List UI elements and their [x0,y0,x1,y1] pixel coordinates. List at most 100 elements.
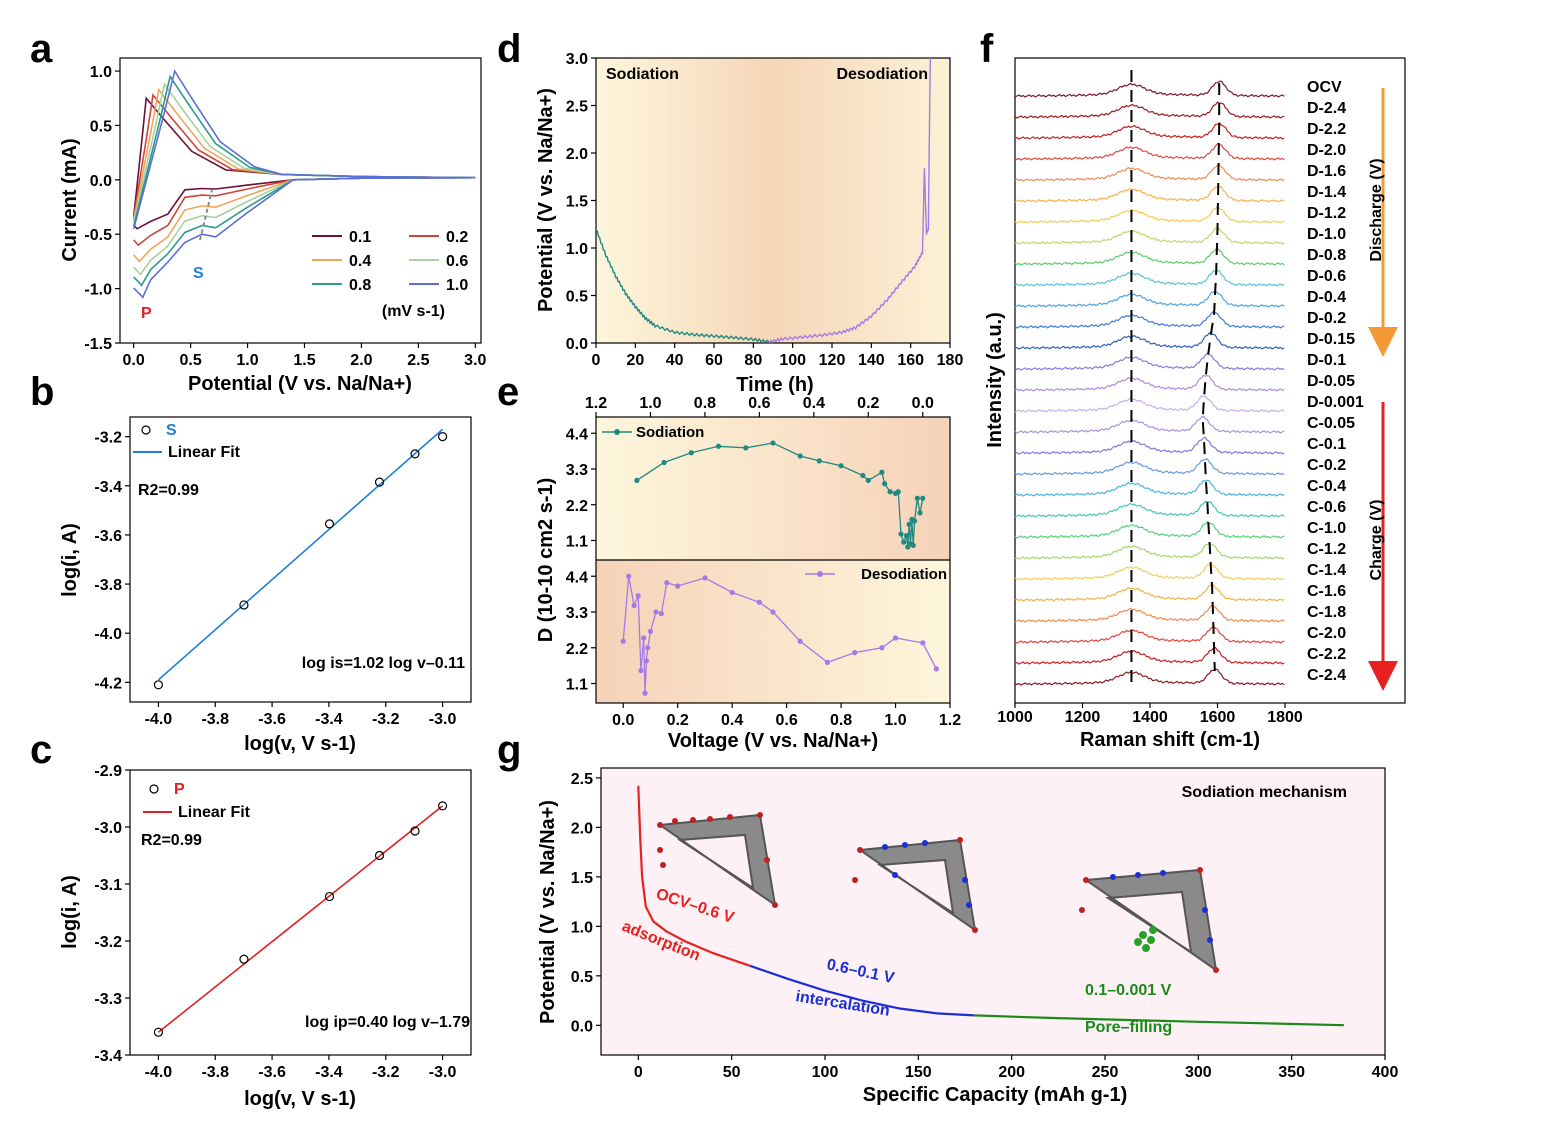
raman-spectrum-D-0.8 [1014,247,1285,266]
raman-spectrum-D-2.4 [1014,101,1285,119]
x-tick-label: 0.5 [179,352,201,369]
diffusion-point-desodiation [892,635,899,641]
panel-label-d: d [497,27,521,71]
diffusion-point-sodiation [920,495,926,501]
title-g: Sodiation mechanism [1182,784,1347,801]
spectrum-label-D-0.6: D-0.6 [1307,268,1346,285]
legend-label-a-0.6: 0.6 [446,253,468,270]
fit-line [157,428,444,681]
y-tick-label: 0.5 [90,118,112,135]
x-tick-label: -3.2 [372,711,400,728]
capacity-curve-0.1–0.001 V [974,1014,1344,1027]
diffusion-point-desodiation [729,589,735,596]
x-tick-label: 160 [897,352,924,369]
spectrum-label-D-0.05: D-0.05 [1307,373,1355,390]
r2-b: R2=0.99 [138,482,199,499]
y-tick-label: 1.5 [571,870,593,887]
x-tick-label: 0.0 [123,352,145,369]
x-tick-label: 180 [937,352,964,369]
y-tick-label: -3.8 [94,577,122,594]
x-tick-label: -3.4 [315,711,343,728]
diffusion-point-desodiation [645,645,651,651]
chart-f: 1000 1200 1400 1600 1800 OCV D-2.4 D-2.2 D-2.0 D… [984,57,1406,751]
x-tick-label: 400 [1372,1064,1399,1081]
annotation-desodiation: Desodiation [836,66,928,83]
legend-label-a-0.2: 0.2 [446,229,468,246]
legend-fit-c: Linear Fit [178,804,251,821]
diffusion-point-sodiation [743,445,749,451]
diffusion-curve-sodiation [636,442,924,548]
chart-d: 0 20 40 60 80 100 120 140 160 180 3.0 2.5 2.0 1.5 1.0 0… [535,51,963,396]
y-tick-label: -3.2 [94,430,122,447]
raman-spectrum-D-2.0 [1014,142,1285,161]
raman-spectrum-C-0.6 [1014,500,1285,518]
legend-marker-desodiation-e [817,571,823,577]
y-tick-label: 2.0 [566,146,588,163]
raman-spectrum-C-0.4 [1014,479,1285,497]
x-tick-label: 0 [592,352,601,369]
x-tick-label: 40 [666,352,684,369]
y-tick-label: 2.5 [566,99,588,116]
xlabel-f: Raman shift (cm-1) [1080,729,1260,751]
legend-title-a: (mV s-1) [382,303,445,320]
x-tick-label: 2.5 [407,352,429,369]
chart-e: 0.0 0.2 0.4 0.6 0.8 1.0 1.2 1.2 1.0 0.8 0.6 0.4 0.2 0… [535,395,961,752]
ylabel-a: Current (mA) [59,138,81,261]
diffusion-point-desodiation [647,628,654,635]
plot-frame-f [1014,57,1406,704]
raman-spectrum-D-2.2 [1014,121,1285,140]
x-tick-label: 1000 [997,709,1033,726]
diffusion-point-sodiation [634,477,640,483]
diffusion-point-desodiation [770,609,776,615]
data-point [410,826,420,836]
g-band-guide [1201,83,1221,672]
spectrum-label-D-2.4: D-2.4 [1307,100,1346,117]
spectrum-label-OCV: OCV [1307,79,1342,96]
y-tick-label: 3.3 [566,462,588,479]
diffusion-point-desodiation [635,593,641,599]
y-tick-label: -3.1 [94,877,122,894]
spectrum-label-C-0.1: C-0.1 [1307,436,1346,453]
plot-bg-e-bottom [596,560,950,703]
x-tick-label: -3.8 [201,1064,229,1081]
x-tick-label: 0.4 [721,712,743,729]
stage-pore-filling: Pore–filling [1085,1019,1172,1036]
x-tick-label: 1600 [1200,709,1236,726]
xlabel-e: Voltage (V vs. Na/Na+) [668,730,878,752]
shoulder-guide-a [199,189,213,241]
spectrum-label-C-1.4: C-1.4 [1307,562,1346,579]
y-tick-label: 1.0 [566,241,588,258]
legend-label-P: P [174,781,185,798]
panel-label-e: e [497,370,519,414]
raman-spectrum-D-0.001 [1014,395,1285,413]
raman-spectrum-C-0.1 [1014,436,1285,455]
top-x-tick-label: 0.2 [857,395,879,412]
y-tick-label: 0.0 [566,336,588,353]
data-point [153,1027,164,1037]
spectrum-label-D-0.15: D-0.15 [1307,331,1355,348]
y-tick-label: 1.1 [566,534,588,551]
legend-fit-b: Linear Fit [168,444,241,461]
y-tick-label: -3.4 [94,1048,122,1065]
data-point [324,891,335,902]
diffusion-point-desodiation [626,573,632,579]
xlabel-a: Potential (V vs. Na/Na+) [188,373,412,395]
diffusion-point-desodiation [824,659,831,665]
x-tick-label: -3.2 [372,1064,400,1081]
plot-frame-c [129,769,472,1056]
equation-b: log is=1.02 log v–0.11 [302,655,465,672]
raman-spectrum-D-0.15 [1014,332,1285,350]
peak-label-P: P [141,305,152,322]
diffusion-point-sodiation [770,440,776,446]
panel-label-b: b [30,370,54,414]
diffusion-point-desodiation [933,666,939,672]
xlabel-c: log(v, V s-1) [244,1088,356,1110]
plot-frame-a [119,57,482,344]
top-x-tick-label: 0.4 [803,395,825,412]
spectrum-label-D-0.8: D-0.8 [1307,247,1346,264]
legend-desodiation-e: Desodiation [861,566,947,583]
diffusion-point-desodiation [920,640,926,646]
x-tick-label: 100 [812,1064,839,1081]
x-tick-label: -3.8 [201,711,229,728]
fit-line [157,805,444,1033]
